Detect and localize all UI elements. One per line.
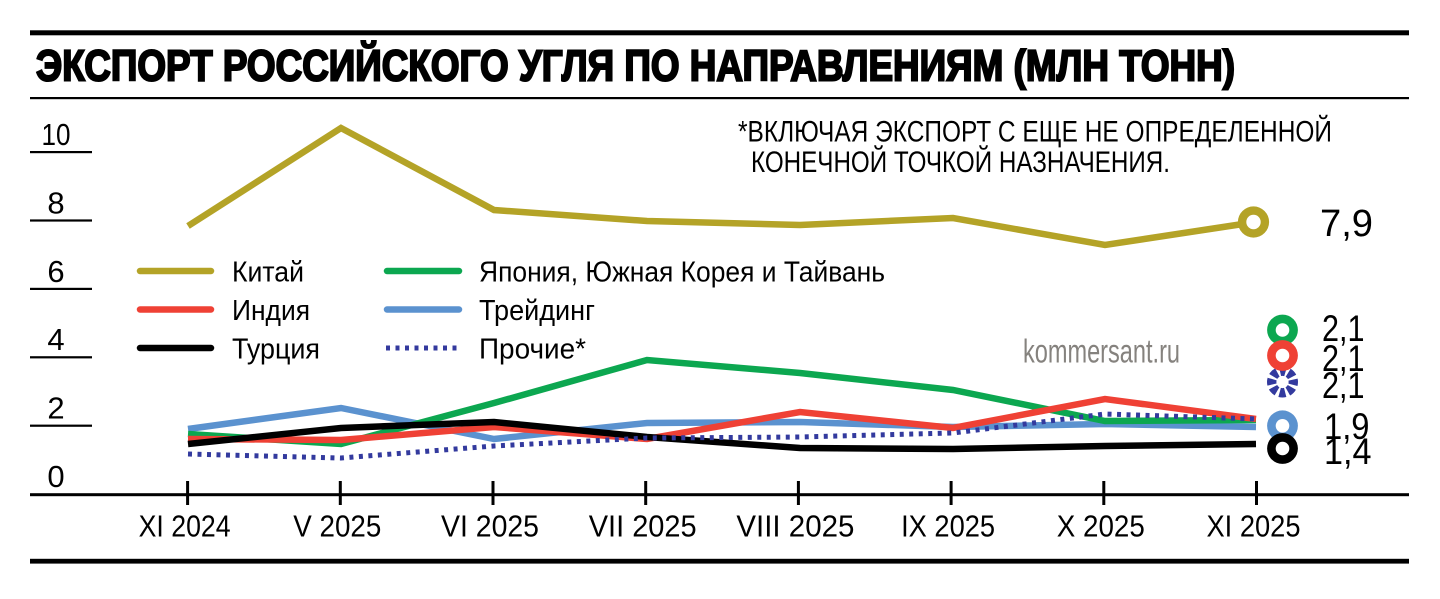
svg-text:*ВКЛЮЧАЯ ЭКСПОРТ С ЕЩЕ НЕ ОПРЕ: *ВКЛЮЧАЯ ЭКСПОРТ С ЕЩЕ НЕ ОПРЕДЕЛЕННОЙ — [738, 115, 1332, 149]
svg-text:Прочие*: Прочие* — [479, 334, 586, 366]
svg-text:6: 6 — [47, 254, 64, 289]
svg-text:X 2025: X 2025 — [1057, 509, 1145, 544]
svg-text:Турция: Турция — [232, 334, 320, 366]
svg-text:IX 2025: IX 2025 — [901, 509, 995, 544]
svg-text:1,9: 1,9 — [1324, 406, 1370, 447]
svg-text:1,4: 1,4 — [1324, 431, 1372, 472]
svg-text:2: 2 — [47, 391, 64, 426]
svg-text:2,1: 2,1 — [1322, 365, 1365, 406]
svg-text:V 2025: V 2025 — [293, 509, 381, 544]
svg-text:Япония, Южная Корея и Тайвань: Япония, Южная Корея и Тайвань — [479, 257, 885, 289]
svg-text:VII 2025: VII 2025 — [589, 509, 697, 544]
svg-text:8: 8 — [47, 185, 64, 220]
svg-text:VIII 2025: VIII 2025 — [736, 509, 854, 544]
svg-text:kommersant.ru: kommersant.ru — [1023, 333, 1180, 370]
svg-text:XI 2024: XI 2024 — [139, 509, 231, 544]
svg-text:VI 2025: VI 2025 — [441, 509, 539, 544]
svg-text:ЭКСПОРТ РОССИЙСКОГО УГЛЯ ПО НА: ЭКСПОРТ РОССИЙСКОГО УГЛЯ ПО НАПРАВЛЕНИЯМ… — [36, 40, 1235, 91]
svg-text:Китай: Китай — [232, 257, 304, 289]
svg-text:2,1: 2,1 — [1322, 338, 1365, 379]
svg-text:0: 0 — [47, 459, 64, 494]
svg-text:КОНЕЧНОЙ ТОЧКОЙ НАЗНАЧЕНИЯ.: КОНЕЧНОЙ ТОЧКОЙ НАЗНАЧЕНИЯ. — [751, 145, 1170, 179]
svg-text:7,9: 7,9 — [1320, 203, 1373, 245]
svg-text:Индия: Индия — [232, 295, 310, 327]
svg-text:2,1: 2,1 — [1322, 308, 1365, 349]
svg-text:Трейдинг: Трейдинг — [479, 295, 595, 327]
svg-text:4: 4 — [47, 322, 64, 357]
svg-text:XI 2025: XI 2025 — [1207, 509, 1301, 544]
svg-text:10: 10 — [42, 117, 71, 152]
